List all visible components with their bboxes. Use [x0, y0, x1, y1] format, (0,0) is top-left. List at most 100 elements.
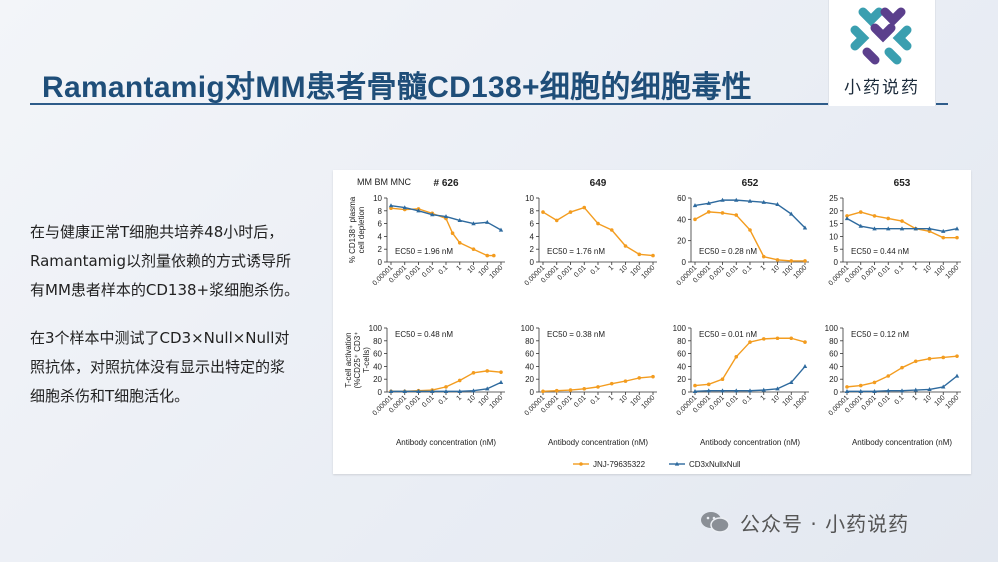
orange-data-point: [941, 235, 946, 240]
orange-data-point: [596, 221, 600, 226]
y-tick-label: 80: [829, 337, 838, 346]
orange-data-point: [609, 228, 614, 232]
x-axis-label: Antibody concentration (nM): [852, 438, 952, 447]
orange-data-point: [775, 258, 780, 262]
orange-data-point: [554, 388, 559, 393]
blue-data-point: [886, 388, 891, 393]
x-tick-label: 10: [466, 264, 477, 275]
orange-data-point: [900, 219, 904, 223]
orange-data-point: [927, 229, 932, 234]
logo-mark-icon: [850, 7, 912, 65]
x-tick-label: 1: [759, 264, 767, 272]
x-tick-label: 0.001: [405, 394, 422, 411]
y-tick-label: 40: [525, 362, 534, 371]
x-tick-label: 0.001: [405, 264, 422, 281]
orange-data-point: [720, 377, 725, 381]
y-tick-label: 5: [834, 245, 839, 254]
orange-data-point: [845, 385, 849, 389]
x-tick-label: 1000: [792, 394, 808, 410]
y-tick-label: 40: [829, 362, 838, 371]
blue-data-point: [927, 226, 932, 231]
orange-data-point: [761, 254, 766, 259]
x-tick-label: 1000: [792, 264, 808, 280]
blue-data-point: [416, 208, 421, 213]
orange-data-point: [568, 210, 573, 214]
blue-data-point: [388, 388, 394, 393]
orange-data-point: [955, 354, 959, 358]
x-tick-label: 1000: [640, 264, 656, 280]
blue-data-point: [485, 386, 490, 391]
blue-data-point: [872, 388, 877, 393]
blue-data-point: [402, 388, 407, 393]
y-tick-label: 8: [378, 207, 383, 216]
orange-data-point: [872, 214, 877, 218]
x-tick-label: 10: [770, 264, 781, 275]
orange-data-point: [450, 231, 455, 235]
panel-sample-label: 649: [590, 178, 607, 189]
y-tick-label: 20: [829, 375, 838, 384]
paragraph-1-line: 在与健康正常T细胞共培养48小时后，: [30, 223, 284, 241]
x-tick-label: 0.1: [590, 264, 602, 276]
ec50-label: EC50 = 1.76 nM: [547, 247, 605, 256]
orange-data-point: [444, 385, 448, 389]
orange-data-point: [651, 374, 655, 379]
orange-series-line: [846, 211, 957, 239]
footer-account: 公众号 · 小药说药: [740, 512, 910, 536]
blue-data-point: [941, 384, 946, 389]
x-tick-label: 0.01: [877, 264, 892, 279]
orange-data-point: [499, 370, 503, 374]
ec50-label: EC50 = 0.38 nM: [547, 330, 605, 339]
orange-data-point: [761, 337, 766, 341]
orange-data-point: [955, 235, 959, 240]
x-tick-label: 1: [911, 394, 919, 402]
orange-data-point: [775, 336, 780, 341]
x-tick-label: 1: [759, 394, 767, 402]
row-ylabel: T-cell activation(%CD25⁺ CD3⁺T-cells): [344, 332, 371, 389]
paragraph-2-line: 在3个样本中测试了CD3×Null×Null对: [30, 329, 290, 347]
x-tick-label: 10: [922, 264, 933, 275]
blue-data-point: [402, 205, 407, 210]
blue-data-point: [872, 226, 877, 231]
orange-series-line: [846, 355, 958, 388]
y-tick-label: 40: [677, 362, 686, 371]
y-tick-label: 6: [530, 220, 535, 229]
orange-data-point: [541, 210, 545, 214]
paragraph-2: 在3个样本中测试了CD3×Null×Null对 照抗体，对照抗体没有显示出特定的…: [30, 324, 322, 411]
blue-data-point: [844, 216, 850, 221]
blue-data-point: [899, 388, 905, 393]
y-tick-label: 6: [378, 220, 383, 229]
blue-data-point: [734, 197, 739, 202]
blue-data-point: [913, 226, 918, 231]
blue-data-point: [954, 373, 960, 378]
x-tick-label: 10: [466, 394, 477, 405]
orange-data-point: [693, 217, 697, 222]
orange-data-point: [803, 259, 807, 263]
x-tick-label: 0.01: [421, 394, 436, 409]
blue-data-point: [802, 364, 808, 368]
blue-data-point: [858, 223, 863, 228]
orange-data-point: [927, 356, 932, 361]
orange-data-point: [734, 213, 739, 217]
orange-data-point: [568, 388, 573, 392]
x-tick-label: 1000: [488, 394, 504, 410]
y-tick-label: 60: [677, 350, 686, 359]
orange-data-point: [900, 365, 904, 370]
blue-data-point: [886, 226, 891, 231]
orange-data-point: [706, 382, 711, 387]
blue-data-point: [761, 387, 766, 392]
legend-label: JNJ-79635322: [593, 460, 646, 469]
y-tick-label: 60: [373, 350, 382, 359]
ec50-label: EC50 = 0.28 nM: [699, 247, 757, 256]
x-tick-label: 0.1: [894, 394, 906, 406]
y-tick-label: 20: [829, 207, 838, 216]
orange-data-point: [941, 355, 946, 360]
y-tick-label: 100: [825, 324, 839, 333]
y-tick-label: 4: [530, 232, 535, 241]
x-tick-label: 1000: [488, 264, 504, 280]
logo-text: 小药说药: [844, 78, 920, 98]
blue-data-point: [858, 388, 863, 393]
y-tick-label: 0: [378, 388, 383, 397]
blue-data-point: [485, 219, 490, 224]
orange-data-point: [845, 214, 849, 218]
blue-data-point: [692, 388, 698, 393]
